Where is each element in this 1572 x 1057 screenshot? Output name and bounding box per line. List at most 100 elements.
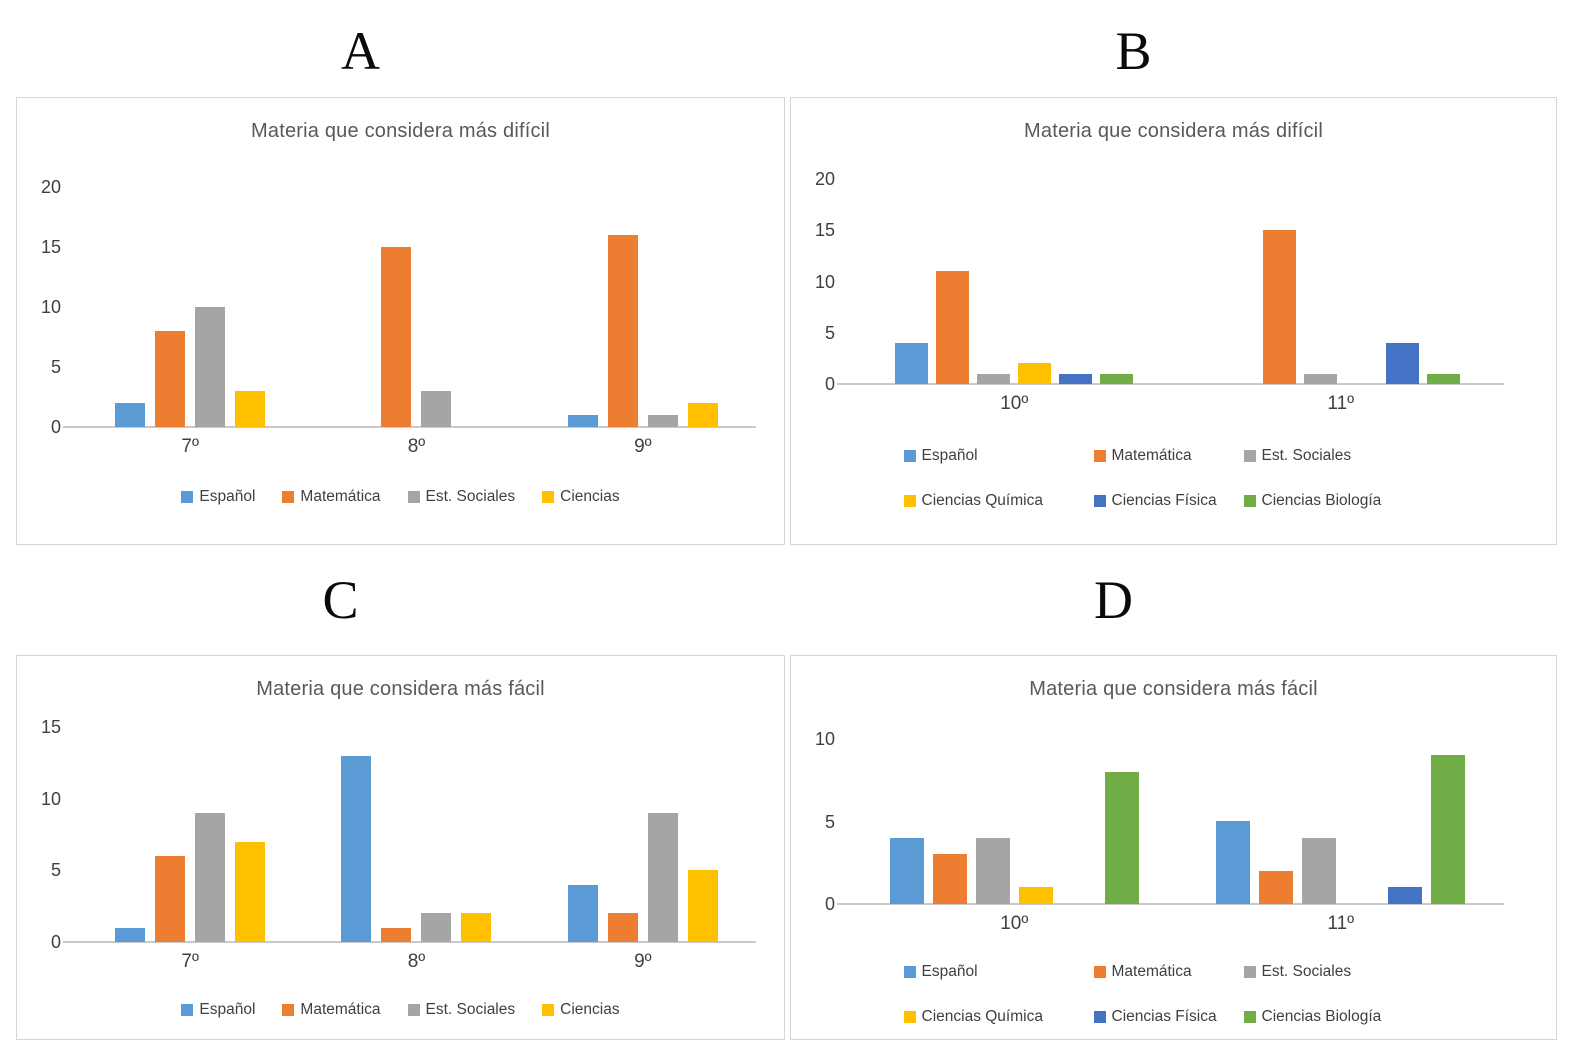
y-axis-tick-label: 15 [40, 717, 61, 737]
legend-item-est-sociales: Est. Sociales [1243, 447, 1444, 465]
legend-label: Est. Sociales [1261, 447, 1352, 464]
panel-label-a: A [341, 20, 380, 81]
legend-label: Español [199, 488, 256, 505]
legend-swatch-icon [1093, 495, 1106, 507]
legend-label: Ciencias Biología [1261, 1008, 1382, 1025]
legend-label: Español [199, 1001, 256, 1018]
bar-est-sociales [195, 307, 226, 427]
plot-area [63, 727, 756, 943]
x-axis-line [63, 426, 756, 428]
legend-swatch-icon [407, 491, 420, 503]
legend-item-est-sociales: Est. Sociales [407, 1001, 516, 1019]
x-axis-category-label: 9º [634, 436, 652, 457]
panel-label-cell-b: B [790, 0, 1557, 97]
bar-est-sociales [977, 374, 1011, 384]
legend-item-ciencias-fisica: Ciencias Física [1093, 1008, 1244, 1026]
bar-matematica [1262, 230, 1296, 384]
legend-swatch-icon [282, 1004, 295, 1016]
bar-matematica [155, 331, 186, 427]
y-axis-tick-label: 0 [824, 374, 835, 394]
bar-ciencias [235, 842, 266, 942]
legend: Español Matemática Est. Sociales Ciencias [17, 488, 784, 506]
legend-swatch-icon [1093, 966, 1106, 978]
bar-ciencias [461, 913, 492, 942]
legend-item-ciencias: Ciencias [542, 1001, 620, 1019]
legend-swatch-icon [181, 491, 194, 503]
bar-est-sociales [1302, 838, 1337, 904]
y-axis-tick-label: 10 [40, 788, 61, 809]
bar-ciencias-quimica [1018, 363, 1052, 384]
bar-est-sociales [975, 838, 1010, 904]
bar-est-sociales [421, 913, 452, 942]
bar-matematica [381, 928, 412, 942]
legend-swatch-icon [282, 491, 295, 503]
y-axis-tick-label: 0 [824, 894, 835, 914]
panel-label-b: B [1115, 20, 1152, 81]
legend-label: Matemática [300, 1001, 381, 1018]
bar-espanol [341, 756, 372, 942]
legend-swatch-icon [1093, 450, 1106, 462]
legend: Español Matemática Est. Sociales Ciencias [17, 1001, 784, 1019]
legend-item-ciencias: Ciencias [542, 488, 620, 506]
bar-espanol [115, 403, 146, 427]
legend-swatch-icon [903, 966, 916, 978]
y-axis-tick-label: 0 [50, 932, 61, 952]
y-axis: 0 5 10 15 20 [791, 169, 851, 394]
bar-est-sociales [1303, 374, 1337, 384]
bar-group-7 [77, 187, 303, 427]
bar-ciencias [235, 391, 266, 427]
panel-label-d: D [1094, 570, 1133, 630]
chart-body-a: 0 5 10 15 20 7º 8º 9º Español Matemática Est. Soci… [17, 177, 784, 506]
plot-area [837, 739, 1504, 905]
bar-group-10 [851, 179, 1178, 384]
bar-matematica [607, 235, 638, 427]
legend-swatch-icon [903, 1011, 916, 1023]
legend-swatch-icon [181, 1004, 194, 1016]
x-axis-labels: 10º 11º [851, 913, 1504, 935]
legend: Español Matemática Est. Sociales Ciencias Q… [791, 963, 1556, 1026]
bar-group-8 [303, 187, 529, 427]
x-axis-labels: 7º 8º 9º [77, 951, 756, 973]
y-axis-tick-label: 20 [40, 177, 61, 197]
x-axis-line [837, 383, 1504, 385]
legend-label: Est. Sociales [425, 1001, 516, 1018]
bar-group-10 [851, 739, 1178, 904]
x-axis-category-label: 9º [634, 951, 652, 972]
y-axis: 0 5 10 [791, 729, 851, 914]
legend-item-est-sociales: Est. Sociales [1243, 963, 1444, 981]
legend-item-espanol: Español [181, 488, 255, 506]
y-axis-tick-label: 5 [50, 860, 61, 881]
bar-ciencias [687, 403, 718, 427]
plot-row: 0 5 10 [791, 729, 1556, 914]
legend-label: Ciencias [560, 1001, 620, 1018]
chart-title-c: Materia que considera más fácil [256, 678, 545, 700]
y-axis-tick-label: 10 [814, 271, 835, 292]
x-axis-line [63, 941, 756, 943]
bar-est-sociales [195, 813, 226, 942]
legend-swatch-icon [407, 1004, 420, 1016]
x-axis-category-label: 11º [1327, 913, 1355, 934]
bar-ciencias-fisica [1385, 343, 1419, 384]
bar-matematica [1259, 871, 1294, 904]
legend-label: Ciencias Química [921, 1008, 1043, 1025]
legend-swatch-icon [1093, 1011, 1106, 1023]
legend-label: Est. Sociales [1261, 963, 1352, 980]
bar-group-8 [303, 727, 529, 942]
bar-ciencias-biologia [1100, 374, 1134, 384]
legend-label: Ciencias [560, 488, 620, 505]
bar-ciencias-fisica [1388, 887, 1423, 904]
bar-group-7 [77, 727, 303, 942]
bar-group-9 [530, 187, 756, 427]
x-axis-category-label: 11º [1327, 393, 1355, 414]
legend-item-ciencias-quimica: Ciencias Química [903, 492, 1094, 510]
bar-ciencias-biologia [1426, 374, 1460, 384]
legend-swatch-icon [1243, 450, 1256, 462]
legend-item-ciencias-biologia: Ciencias Biología [1243, 492, 1444, 510]
x-axis-labels: 10º 11º [851, 393, 1504, 415]
legend-label: Est. Sociales [425, 488, 516, 505]
bar-est-sociales [647, 813, 678, 942]
chart-panel-a: Materia que considera más difícil 0 5 10 15… [16, 97, 785, 545]
legend: Español Matemática Est. Sociales Ciencias Q… [791, 447, 1556, 510]
legend-item-espanol: Español [903, 447, 1094, 465]
